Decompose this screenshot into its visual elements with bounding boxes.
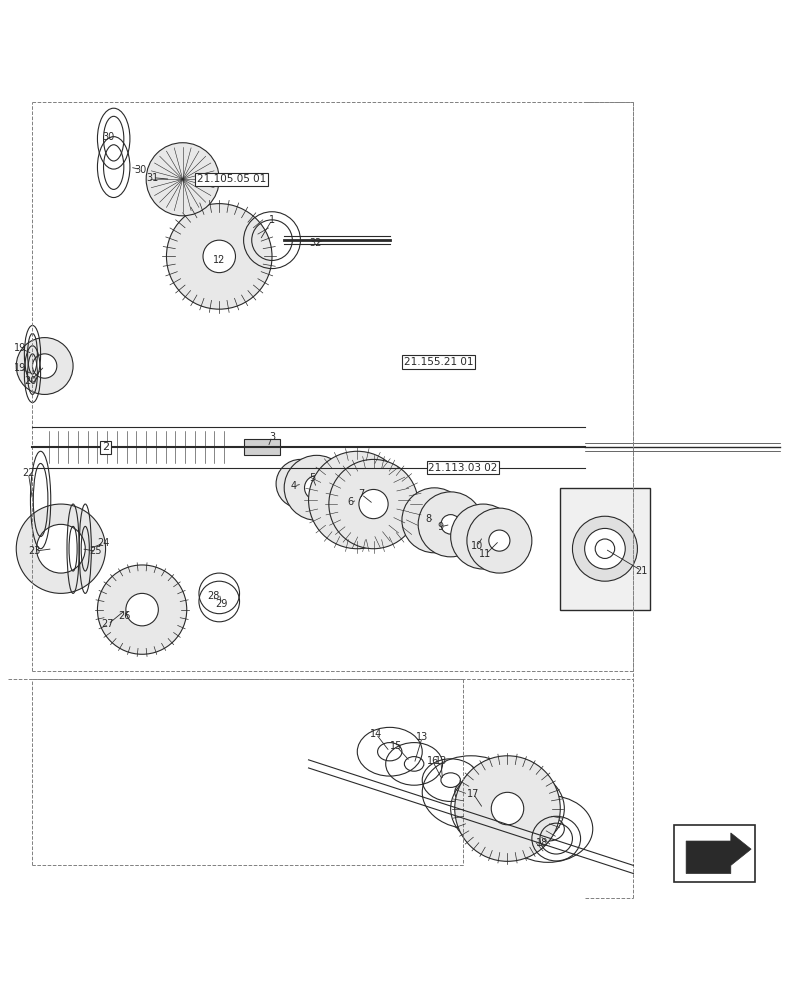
- Text: 1: 1: [268, 215, 275, 225]
- Text: 21.113.03 02: 21.113.03 02: [427, 463, 497, 473]
- Text: 21: 21: [634, 566, 647, 576]
- Text: 27: 27: [101, 619, 114, 629]
- Text: 21.155.21 01: 21.155.21 01: [403, 357, 473, 367]
- Text: 13: 13: [415, 732, 428, 742]
- Bar: [673, 825, 754, 882]
- Text: 25: 25: [89, 546, 102, 556]
- Circle shape: [16, 504, 105, 593]
- Text: 24: 24: [97, 538, 110, 548]
- Text: 18: 18: [535, 838, 548, 848]
- Text: 15: 15: [389, 741, 402, 751]
- Text: 31: 31: [146, 173, 159, 183]
- Text: 4: 4: [290, 481, 297, 491]
- Circle shape: [276, 459, 324, 508]
- Circle shape: [440, 515, 460, 534]
- Text: 14: 14: [369, 729, 382, 739]
- Circle shape: [16, 338, 73, 394]
- Circle shape: [488, 530, 509, 551]
- Text: 22: 22: [22, 468, 35, 478]
- Circle shape: [584, 528, 624, 569]
- Text: 16: 16: [426, 756, 439, 766]
- Text: 19: 19: [14, 343, 27, 353]
- Circle shape: [304, 476, 328, 500]
- Text: 20: 20: [24, 376, 37, 386]
- Text: 29: 29: [215, 599, 228, 609]
- Text: 6: 6: [347, 497, 354, 507]
- Circle shape: [466, 508, 531, 573]
- Circle shape: [418, 492, 483, 557]
- Text: 2: 2: [102, 442, 109, 452]
- Text: 12: 12: [212, 255, 225, 265]
- Text: 19: 19: [14, 363, 27, 373]
- Text: 28: 28: [207, 591, 220, 601]
- Circle shape: [292, 476, 308, 492]
- Text: 9: 9: [437, 522, 444, 532]
- Circle shape: [454, 756, 560, 861]
- Text: 7: 7: [358, 489, 364, 499]
- Circle shape: [32, 354, 57, 378]
- Circle shape: [36, 524, 85, 573]
- Circle shape: [146, 143, 219, 216]
- Text: 21.105.05 01: 21.105.05 01: [196, 174, 266, 184]
- Circle shape: [97, 565, 187, 654]
- Text: 5: 5: [309, 473, 315, 483]
- Text: 30: 30: [101, 132, 114, 142]
- Text: 17: 17: [466, 789, 479, 799]
- Circle shape: [401, 488, 466, 553]
- Circle shape: [203, 240, 235, 273]
- Circle shape: [491, 792, 523, 825]
- Circle shape: [588, 532, 620, 565]
- Text: 26: 26: [118, 611, 131, 621]
- Text: 23: 23: [28, 546, 41, 556]
- Text: 13: 13: [434, 756, 447, 766]
- Circle shape: [284, 455, 349, 520]
- Text: 32: 32: [308, 238, 321, 248]
- Text: 3: 3: [268, 432, 275, 442]
- Circle shape: [594, 539, 614, 558]
- FancyBboxPatch shape: [243, 439, 280, 455]
- Polygon shape: [685, 833, 750, 874]
- Circle shape: [472, 526, 493, 547]
- Text: 30: 30: [134, 165, 147, 175]
- Circle shape: [424, 511, 444, 530]
- Circle shape: [341, 484, 373, 516]
- Text: 11: 11: [478, 549, 491, 559]
- Text: 2: 2: [102, 442, 109, 452]
- Circle shape: [126, 593, 158, 626]
- Circle shape: [328, 459, 418, 549]
- Text: 10: 10: [470, 541, 483, 551]
- FancyBboxPatch shape: [560, 488, 649, 610]
- Circle shape: [572, 516, 637, 581]
- Circle shape: [308, 451, 406, 549]
- Circle shape: [358, 489, 388, 519]
- Circle shape: [166, 204, 272, 309]
- Circle shape: [450, 504, 515, 569]
- Text: 8: 8: [425, 514, 431, 524]
